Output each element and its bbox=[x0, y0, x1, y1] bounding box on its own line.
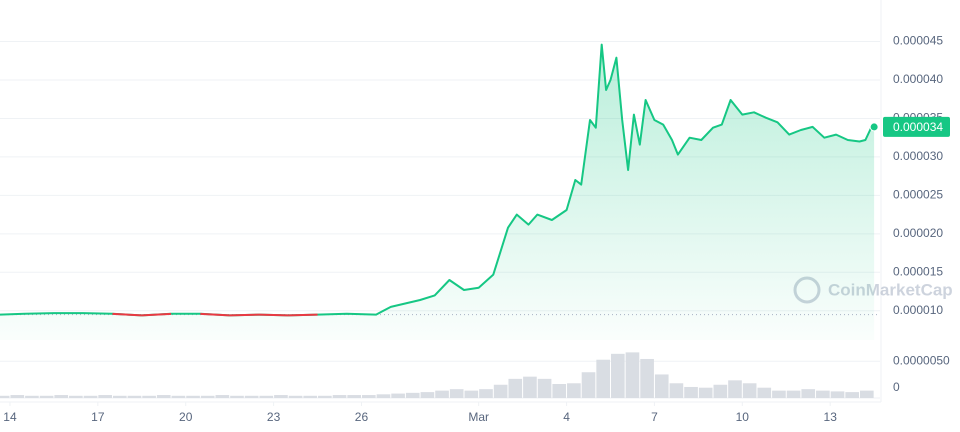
volume-bar bbox=[171, 395, 186, 398]
price-line-down bbox=[288, 313, 318, 317]
volume-bar bbox=[581, 372, 596, 398]
volume-bar bbox=[405, 392, 420, 398]
volume-bar bbox=[303, 395, 318, 398]
volume-bar bbox=[274, 395, 288, 398]
volume-bar bbox=[347, 395, 361, 398]
volume-bar bbox=[435, 390, 449, 398]
volume-bar bbox=[127, 395, 142, 398]
volume-bar bbox=[830, 391, 845, 398]
volume-bar bbox=[186, 395, 200, 398]
volume-bar bbox=[215, 395, 230, 398]
y-tick-label: 0.000045 bbox=[893, 34, 943, 48]
volume-bar bbox=[142, 395, 156, 398]
x-tick-label: 20 bbox=[179, 410, 193, 424]
volume-bar bbox=[640, 358, 654, 398]
volume-bar bbox=[230, 395, 244, 398]
volume-bar bbox=[713, 384, 728, 398]
price-area bbox=[0, 44, 875, 340]
volume-bar bbox=[318, 395, 332, 398]
volume-bar bbox=[156, 395, 171, 398]
volume-bar bbox=[684, 386, 698, 398]
volume-bar bbox=[464, 390, 479, 398]
volume-bar bbox=[449, 389, 464, 398]
volume-bar bbox=[83, 395, 98, 398]
volume-bar bbox=[25, 395, 39, 398]
price-line-down bbox=[141, 312, 172, 317]
volume-bar bbox=[420, 392, 435, 398]
volume-bar bbox=[69, 395, 83, 398]
current-price-label: 0.000034 bbox=[893, 120, 943, 134]
last-point bbox=[869, 122, 879, 132]
volume-bar bbox=[654, 374, 669, 398]
price-line-down bbox=[229, 313, 259, 317]
volume-bar bbox=[552, 384, 567, 398]
volume-bar bbox=[0, 395, 10, 398]
volume-bar bbox=[39, 395, 54, 398]
volume-bar bbox=[816, 390, 830, 398]
volume-bar bbox=[361, 395, 376, 398]
volume-bar bbox=[859, 390, 874, 398]
x-tick-label: 10 bbox=[736, 410, 750, 424]
volume-bar bbox=[845, 392, 859, 398]
price-line-down bbox=[258, 313, 289, 317]
volume-bar bbox=[98, 395, 112, 398]
volume-bar bbox=[332, 395, 347, 398]
x-tick-label: 7 bbox=[651, 410, 658, 424]
current-price-box bbox=[883, 116, 950, 137]
volume-bar bbox=[669, 383, 684, 398]
volume-bar bbox=[698, 387, 713, 398]
x-tick-label: 14 bbox=[3, 410, 17, 424]
x-tick-label: 23 bbox=[267, 410, 281, 424]
y-tick-label: 0.000025 bbox=[893, 188, 943, 202]
y-tick-label: 0.000010 bbox=[893, 303, 943, 317]
y-tick-label: 0.000030 bbox=[893, 149, 943, 163]
volume-bar bbox=[112, 395, 127, 398]
volume-bar bbox=[523, 376, 537, 398]
price-line-down bbox=[112, 312, 142, 317]
volume-bar bbox=[728, 380, 742, 398]
volume-bar bbox=[479, 389, 493, 398]
y-tick-label: 0.0000050 bbox=[893, 353, 950, 367]
volume-bar bbox=[508, 378, 523, 398]
volume-bar bbox=[596, 359, 610, 398]
y-tick-label: 0.000015 bbox=[893, 264, 943, 278]
volume-bar bbox=[54, 395, 69, 398]
y-tick-label: 0 bbox=[893, 380, 900, 394]
volume-bar bbox=[772, 390, 786, 398]
volume-bar bbox=[244, 395, 259, 398]
volume-bar bbox=[625, 352, 640, 398]
volume-bar bbox=[288, 395, 303, 398]
x-tick-label: 17 bbox=[91, 410, 105, 424]
volume-bar bbox=[376, 394, 391, 398]
x-tick-label: Mar bbox=[468, 410, 489, 424]
volume-bar bbox=[742, 383, 757, 398]
volume-bar bbox=[493, 384, 508, 398]
volume-bar bbox=[200, 395, 215, 398]
volume-bar bbox=[259, 395, 274, 398]
x-tick-label: 4 bbox=[563, 410, 570, 424]
y-tick-label: 0.000040 bbox=[893, 72, 943, 86]
volume-bar bbox=[537, 378, 552, 398]
volume-bar bbox=[391, 393, 405, 398]
price-line-down bbox=[200, 312, 230, 317]
volume-bar bbox=[786, 390, 801, 398]
volume-bar bbox=[757, 387, 772, 398]
y-tick-label: 0.000020 bbox=[893, 226, 943, 240]
x-tick-label: 26 bbox=[355, 410, 369, 424]
x-tick-label: 13 bbox=[824, 410, 838, 424]
volume-bar bbox=[801, 389, 816, 398]
volume-bar bbox=[610, 353, 625, 398]
volume-bar bbox=[567, 383, 581, 398]
volume-bar bbox=[10, 395, 25, 398]
